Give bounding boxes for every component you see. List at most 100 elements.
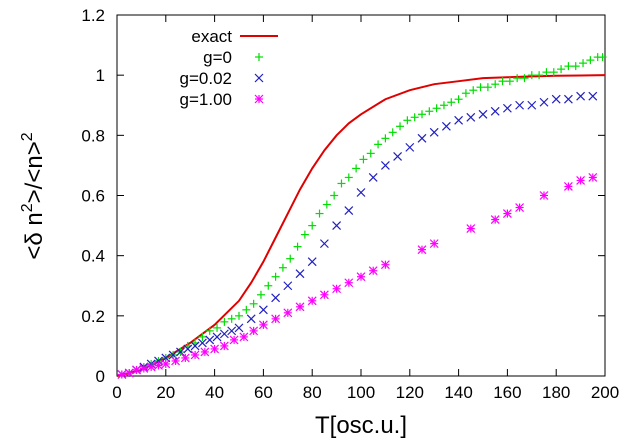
- series-1-point: [598, 53, 607, 62]
- series-1-point: [315, 209, 324, 218]
- series-1-point: [557, 65, 566, 74]
- series-1-point: [410, 113, 419, 122]
- series-1-point: [396, 122, 405, 131]
- series-1-point: [249, 299, 258, 308]
- x-axis-title: T[osc.u.]: [315, 412, 407, 439]
- series-1-point: [403, 116, 412, 125]
- series-2-point: [478, 109, 488, 119]
- series-2-point: [527, 100, 537, 110]
- series-3-point: [332, 284, 342, 294]
- series-2-point: [441, 121, 451, 131]
- series-3-point: [380, 260, 390, 270]
- series-1-point: [278, 263, 287, 272]
- series-2-point: [295, 269, 305, 279]
- series-1-point: [564, 62, 573, 71]
- series-3-point: [124, 368, 134, 378]
- series-2-point: [576, 91, 586, 101]
- series-3-point: [515, 203, 525, 212]
- y-tick-label: 0.8: [81, 126, 105, 145]
- series-2-point: [176, 347, 185, 357]
- data-marks: [116, 53, 607, 379]
- series-1-point: [198, 332, 207, 341]
- series-1-point: [330, 191, 339, 200]
- x-tick-label: 180: [542, 383, 570, 402]
- series-3-point: [154, 361, 163, 370]
- x-tick-label: 60: [254, 383, 273, 402]
- series-1-point: [344, 173, 353, 182]
- series-1-point: [491, 80, 500, 89]
- series-3-point: [200, 347, 210, 357]
- y-tick-label: 0.4: [81, 247, 105, 266]
- y-tick-label: 1.2: [81, 6, 105, 25]
- series-2-point: [271, 293, 281, 303]
- x-tick-label: 100: [347, 383, 375, 402]
- series-3-point: [219, 341, 229, 351]
- series-1-point: [359, 155, 368, 164]
- series-3-point: [239, 332, 249, 342]
- legend-label: exact: [191, 27, 232, 46]
- series-1-point: [227, 314, 236, 323]
- series-exact-line: [116, 74, 606, 377]
- series-3-point: [229, 335, 239, 345]
- x-tick-label: 20: [156, 383, 175, 402]
- series-1-point: [476, 83, 485, 92]
- series-1-point: [213, 323, 222, 332]
- series-3-point: [171, 356, 180, 366]
- series-1-point: [439, 101, 448, 110]
- series-2-point: [197, 338, 207, 348]
- x-tick-label: 160: [493, 383, 521, 402]
- series-2-point: [417, 133, 427, 143]
- series-1-point: [366, 149, 375, 158]
- series-2-point: [219, 329, 229, 339]
- series-1-point: [381, 134, 390, 143]
- series-2-point: [332, 221, 342, 231]
- series-3-point: [180, 353, 190, 363]
- x-tick-label: 0: [112, 383, 121, 402]
- series-3-point: [429, 239, 439, 249]
- series-2-point: [588, 91, 598, 101]
- series-3-point: [283, 308, 293, 318]
- series-3-point: [210, 344, 220, 354]
- series-2-point: [539, 97, 549, 107]
- y-tick-label: 1: [96, 66, 105, 85]
- series-3-point: [146, 362, 156, 372]
- series-1-point: [286, 254, 295, 263]
- legend-label: g=0: [203, 48, 232, 67]
- y-tick-label: 0: [96, 367, 105, 386]
- series-1-point: [374, 140, 383, 149]
- series-1-point: [454, 95, 463, 104]
- series-3-point: [307, 296, 317, 306]
- series-1-point: [535, 71, 544, 80]
- x-tick-label: 140: [444, 383, 472, 402]
- y-axis-title-superscript-1: 2: [19, 203, 36, 212]
- series-3-point: [588, 173, 598, 182]
- series-2-point: [356, 188, 366, 197]
- series-1-point: [425, 107, 434, 116]
- series-3-point: [356, 272, 366, 282]
- series-2-point: [405, 142, 415, 152]
- series-3-point: [271, 314, 281, 324]
- series-1-point: [447, 98, 456, 107]
- ticks: 0 20 40 60 80 100 120 140 160 180 200 0 0.2 0.4 0.6 0.8…: [81, 6, 619, 402]
- series-1-point: [300, 230, 309, 239]
- series-3-point: [161, 359, 171, 369]
- series-1-point: [293, 242, 302, 251]
- series-3-point: [132, 365, 141, 375]
- series-2-point: [283, 281, 293, 291]
- series-2-point: [190, 341, 200, 351]
- series-2-point: [258, 305, 268, 315]
- series-1-point: [264, 281, 273, 290]
- series-1-point: [571, 62, 580, 71]
- legend: exact g=0 g=0.02 g=1.00: [180, 27, 278, 109]
- series-2-point: [344, 206, 354, 215]
- series-2-point: [307, 257, 317, 267]
- series-2-point: [466, 112, 476, 122]
- series-3-point: [563, 182, 573, 191]
- series-1-point: [432, 104, 441, 113]
- series-2-point: [227, 326, 237, 336]
- series-1-point: [242, 305, 251, 314]
- series-1-point: [322, 200, 331, 209]
- series-2-point: [551, 94, 561, 104]
- series-1-point: [483, 83, 492, 92]
- series-1-point: [469, 86, 478, 95]
